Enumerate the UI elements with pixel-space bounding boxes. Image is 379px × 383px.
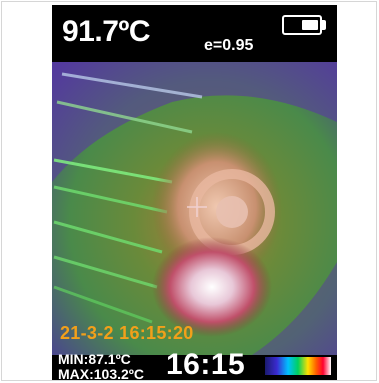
max-temperature: MAX:103.2ºC: [58, 366, 145, 380]
clock: 16:15: [166, 348, 246, 380]
thermal-image: [52, 62, 337, 355]
color-palette-bar: [265, 357, 331, 375]
battery-icon: [282, 15, 322, 35]
center-temperature: 91.7ºC: [62, 15, 151, 48]
battery-tip: [322, 20, 326, 30]
emissivity-readout: e=0.95: [204, 37, 254, 54]
min-temperature: MIN:87.1ºC: [58, 351, 131, 367]
thermal-camera-display: 91.7ºC e=0.95: [52, 5, 337, 380]
crosshair-icon: [187, 197, 207, 217]
capture-timestamp: 21-3-2 16:15:20: [60, 323, 194, 343]
thermal-image-graphic: [52, 62, 337, 355]
battery-level: [302, 20, 318, 30]
